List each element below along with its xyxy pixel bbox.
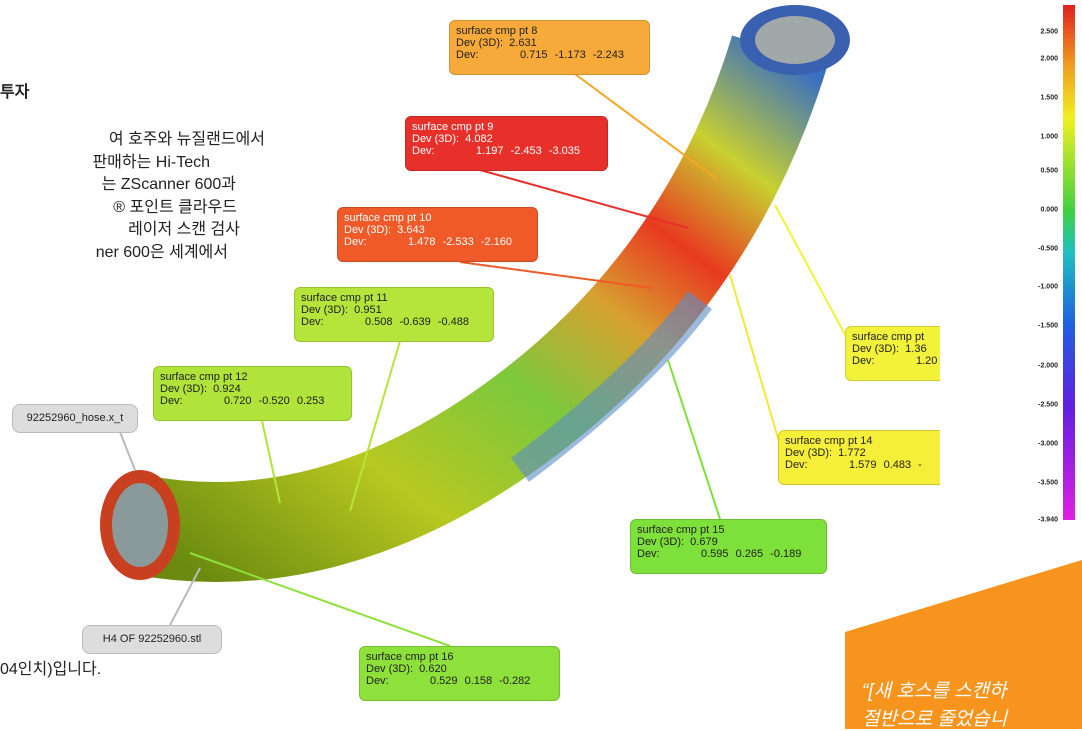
leader-line	[120, 432, 135, 470]
page: {"article": {"heading": "투자", "lines": […	[0, 0, 1082, 729]
label-dev3d: Dev (3D): 0.924	[160, 383, 345, 395]
scale-label: -3.000	[1038, 441, 1058, 448]
label-dev: Dev:	[637, 548, 660, 560]
scale-label: -2.500	[1038, 402, 1058, 409]
label-dev-row: Dev: 0.720 -0.520 0.253	[160, 395, 345, 407]
label-dev3d: Dev (3D): 0.679	[637, 536, 820, 548]
label-title: surface cmp pt 9	[412, 121, 601, 133]
leader-line	[775, 205, 848, 340]
label-dev-values: 0.529 0.158 -0.282	[430, 675, 530, 687]
label-dev-values: 0.508 -0.639 -0.488	[365, 316, 469, 328]
leader-line	[730, 275, 780, 445]
scale-label: -3.940	[1038, 517, 1058, 524]
label-title: surface cmp pt 14	[785, 435, 940, 447]
label-dev-values: 0.715 -1.173 -2.243	[520, 49, 624, 61]
label-dev3d: Dev (3D): 1.772	[785, 447, 940, 459]
scale-label: -1.000	[1038, 284, 1058, 291]
label-dev-row: Dev: 1.197 -2.453 -3.035	[412, 145, 601, 157]
scale-label: 1.000	[1040, 134, 1058, 141]
label-dev-values: 0.595 0.265 -0.189	[701, 548, 801, 560]
label-title: surface cmp pt 15	[637, 524, 820, 536]
scale-label: -0.500	[1038, 246, 1058, 253]
label-dev-values: 1.197 -2.453 -3.035	[476, 145, 580, 157]
label-title: surface cmp pt 11	[301, 292, 487, 304]
label-dev3d: Dev (3D): 4.082	[412, 133, 601, 145]
label-title: surface cmp pt 8	[456, 25, 643, 37]
scale-label: 1.500	[1040, 95, 1058, 102]
label-dev: Dev:	[785, 459, 808, 471]
leader-line	[668, 360, 720, 519]
scale-label: 2.000	[1040, 56, 1058, 63]
label-dev: Dev:	[852, 355, 875, 367]
label-dev: Dev:	[301, 316, 324, 328]
label-title: surface cmp pt 10	[344, 212, 531, 224]
file-label: 92252960_hose.x_t	[12, 404, 138, 433]
label-dev-row: Dev: 1.579 0.483 -	[785, 459, 940, 471]
scale-label: -3.500	[1038, 480, 1058, 487]
label-dev-row: Dev: 0.715 -1.173 -2.243	[456, 49, 643, 61]
label-title: surface cmp pt 12	[160, 371, 345, 383]
hose-render	[0, 0, 940, 729]
label-dev-row: Dev: 1.478 -2.533 -2.160	[344, 236, 531, 248]
scale-label: -1.500	[1038, 323, 1058, 330]
color-scale	[1063, 5, 1075, 520]
label-dev3d: Dev (3D): 1.36	[852, 343, 940, 355]
label-title: surface cmp pt 16	[366, 651, 553, 663]
hose-opening	[755, 16, 835, 64]
scale-label: 0.000	[1040, 207, 1058, 214]
label-dev3d: Dev (3D): 2.631	[456, 37, 643, 49]
label-dev3d: Dev (3D): 3.643	[344, 224, 531, 236]
label-dev: Dev:	[160, 395, 183, 407]
scale-label: 2.500	[1040, 29, 1058, 36]
label-dev-values: 0.720 -0.520 0.253	[224, 395, 324, 407]
label-dev-row: Dev: 0.595 0.265 -0.189	[637, 548, 820, 560]
label-dev3d: Dev (3D): 0.951	[301, 304, 487, 316]
label-dev: Dev:	[344, 236, 367, 248]
label-dev: Dev:	[366, 675, 389, 687]
label-dev-values: 1.579 0.483 -	[849, 459, 922, 471]
label-dev: Dev:	[456, 49, 479, 61]
label-dev3d: Dev (3D): 0.620	[366, 663, 553, 675]
hose-opening	[112, 483, 168, 567]
label-title: surface cmp pt	[852, 331, 940, 343]
label-dev-values: 1.478 -2.533 -2.160	[408, 236, 512, 248]
label-dev: Dev:	[412, 145, 435, 157]
file-label: H4 OF 92252960.stl	[82, 625, 222, 654]
label-dev-row: Dev: 1.20	[852, 355, 940, 367]
label-dev-values: 1.20	[916, 355, 937, 367]
quote-line: 절반으로 줄었습니	[862, 704, 1007, 731]
scale-label: 0.500	[1040, 168, 1058, 175]
label-dev-row: Dev: 0.529 0.158 -0.282	[366, 675, 553, 687]
quote-line: “[새 호스를 스캔하	[862, 676, 1007, 703]
scale-label: -2.000	[1038, 363, 1058, 370]
label-dev-row: Dev: 0.508 -0.639 -0.488	[301, 316, 487, 328]
